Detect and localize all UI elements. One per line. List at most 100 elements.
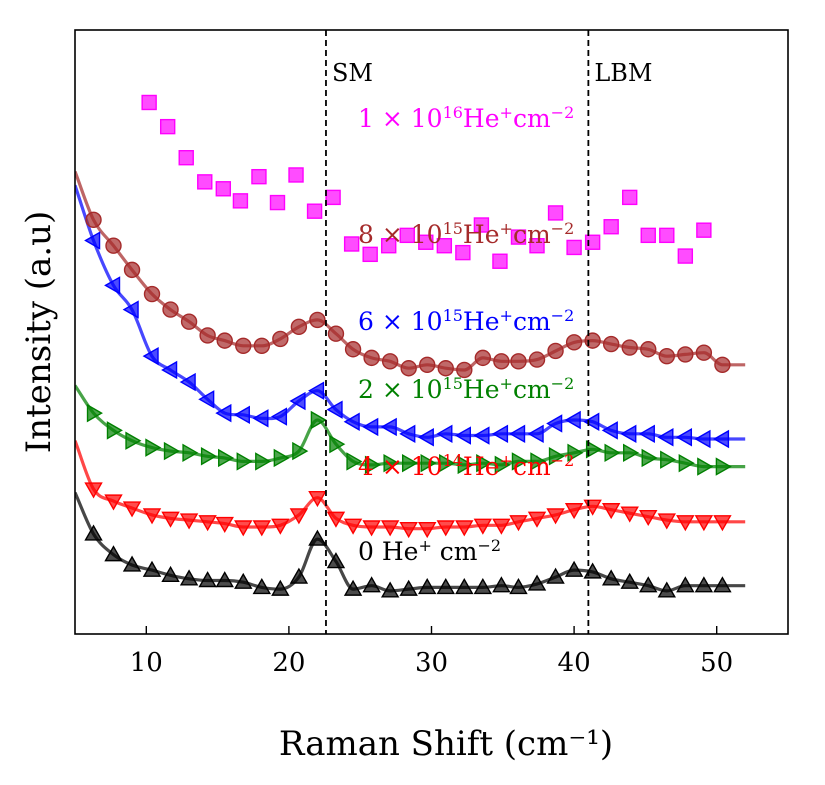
series-5-point-25 xyxy=(546,567,565,584)
series-4-point-0 xyxy=(84,482,103,499)
series-4-point-7 xyxy=(215,516,234,533)
series-5-point-22 xyxy=(492,576,511,593)
series-2-point-25 xyxy=(546,414,563,433)
series-4-point-6 xyxy=(198,515,217,532)
series-1-point-26 xyxy=(565,334,583,351)
series-2-point-10 xyxy=(270,407,288,426)
x-axis-label: Raman Shift (cm⁻¹) xyxy=(279,724,613,764)
series-4-point-34 xyxy=(713,515,732,532)
series-2-point-20 xyxy=(454,426,471,445)
series-3-point-7 xyxy=(218,448,235,468)
series-3-point-5 xyxy=(182,443,199,463)
series-2-point-4 xyxy=(161,360,178,380)
series-3-point-18 xyxy=(420,453,437,473)
series-1-point-33 xyxy=(695,344,713,361)
series-0-point-21 xyxy=(529,238,545,254)
series-0-point-6 xyxy=(251,168,267,185)
series-4-point-31 xyxy=(657,513,676,530)
series-5-point-17 xyxy=(399,579,418,596)
series-0-point-7 xyxy=(269,194,286,211)
series-4-point-20 xyxy=(455,520,474,537)
series-2-point-29 xyxy=(620,424,637,444)
series-3-point-33 xyxy=(697,457,714,476)
series-0-point-16 xyxy=(436,238,453,254)
series-labels: 1 × 1016He+cm−2 8 × 1015He+cm−2 6 × 1015He… xyxy=(358,103,574,567)
series-4-point-11 xyxy=(289,508,309,525)
series-4-point-13 xyxy=(326,511,346,528)
series-2-point-32 xyxy=(675,428,693,447)
series-4-point-4 xyxy=(161,511,180,528)
series-0-point-23 xyxy=(566,239,582,256)
series-5-point-21 xyxy=(473,577,493,595)
series-2-point-16 xyxy=(380,417,397,437)
series-4-point-12 xyxy=(308,490,327,508)
series-4-point-32 xyxy=(676,515,695,532)
series-5-label: 0 He+ cm−2 xyxy=(358,536,501,567)
series-0-point-10 xyxy=(325,189,341,206)
series-5-point-1 xyxy=(104,545,123,562)
series-5-point-32 xyxy=(676,576,695,593)
series-2-point-14 xyxy=(343,412,360,431)
series-2-point-34 xyxy=(712,429,730,449)
x-tick-label-30: 30 xyxy=(415,648,448,678)
series-5-point-5 xyxy=(179,569,199,586)
series-3-point-15 xyxy=(364,455,382,475)
series-5-point-8 xyxy=(234,572,253,589)
series-4-point-10 xyxy=(271,518,290,535)
series-2-point-26 xyxy=(564,410,581,430)
series-4-point-3 xyxy=(142,508,162,525)
series-3-point-10 xyxy=(273,448,290,468)
series-1-point-31 xyxy=(658,347,675,365)
series-0-label: 1 × 1016He+cm−2 xyxy=(358,103,574,134)
series-2-point-1 xyxy=(104,276,121,295)
series-2-point-2 xyxy=(122,300,139,319)
series-2-point-19 xyxy=(436,424,453,444)
series-0-point-5 xyxy=(232,193,249,209)
series-2-label: 6 × 1015He+cm−2 xyxy=(358,306,574,337)
series-3-point-1 xyxy=(106,421,123,440)
series-0-point-19 xyxy=(492,253,508,269)
series-1-point-18 xyxy=(419,356,436,373)
series-1-point-13 xyxy=(327,325,345,342)
series-1-point-11 xyxy=(290,318,308,336)
series-0-point-26 xyxy=(622,189,638,206)
series-4-point-30 xyxy=(639,509,658,527)
series-2-point-22 xyxy=(491,424,509,444)
series-1-point-16 xyxy=(381,353,399,370)
series-0-point-17 xyxy=(455,244,471,261)
series-3-point-24 xyxy=(530,452,547,471)
series-4-point-33 xyxy=(694,515,714,532)
series-4-point-8 xyxy=(234,520,253,537)
series-0-point-20 xyxy=(510,229,527,245)
series-1-point-12 xyxy=(309,311,326,329)
series-4-point-16 xyxy=(380,520,400,537)
series-5-point-20 xyxy=(455,577,474,595)
series-5-point-29 xyxy=(620,572,639,589)
series-5-point-11 xyxy=(289,567,309,584)
series-2-point-13 xyxy=(326,400,343,419)
series-4-point-21 xyxy=(473,518,493,535)
series-3-point-8 xyxy=(236,452,253,471)
series-0-point-1 xyxy=(159,118,176,135)
series-2-point-6 xyxy=(198,390,215,409)
series-1-point-23 xyxy=(510,353,527,370)
series-0-point-4 xyxy=(215,181,232,197)
series-3-point-28 xyxy=(604,443,621,463)
series-5-point-16 xyxy=(380,581,400,598)
series-4-point-29 xyxy=(620,506,639,523)
series-5-point-26 xyxy=(564,560,584,577)
series-5-point-18 xyxy=(418,577,437,595)
series-2-point-8 xyxy=(233,405,250,425)
series-1-point-24 xyxy=(528,351,546,368)
series-0-point-25 xyxy=(603,219,619,235)
series-3-point-17 xyxy=(401,453,419,473)
series-1-point-21 xyxy=(474,349,492,367)
series-2-point-12 xyxy=(308,381,325,400)
series-3-point-21 xyxy=(476,453,493,473)
series-5-point-24 xyxy=(527,574,547,591)
series-1-fit-curve xyxy=(75,170,746,372)
series-1-point-9 xyxy=(253,337,271,355)
series-2-point-28 xyxy=(601,421,618,440)
series-2-point-0 xyxy=(84,231,101,250)
